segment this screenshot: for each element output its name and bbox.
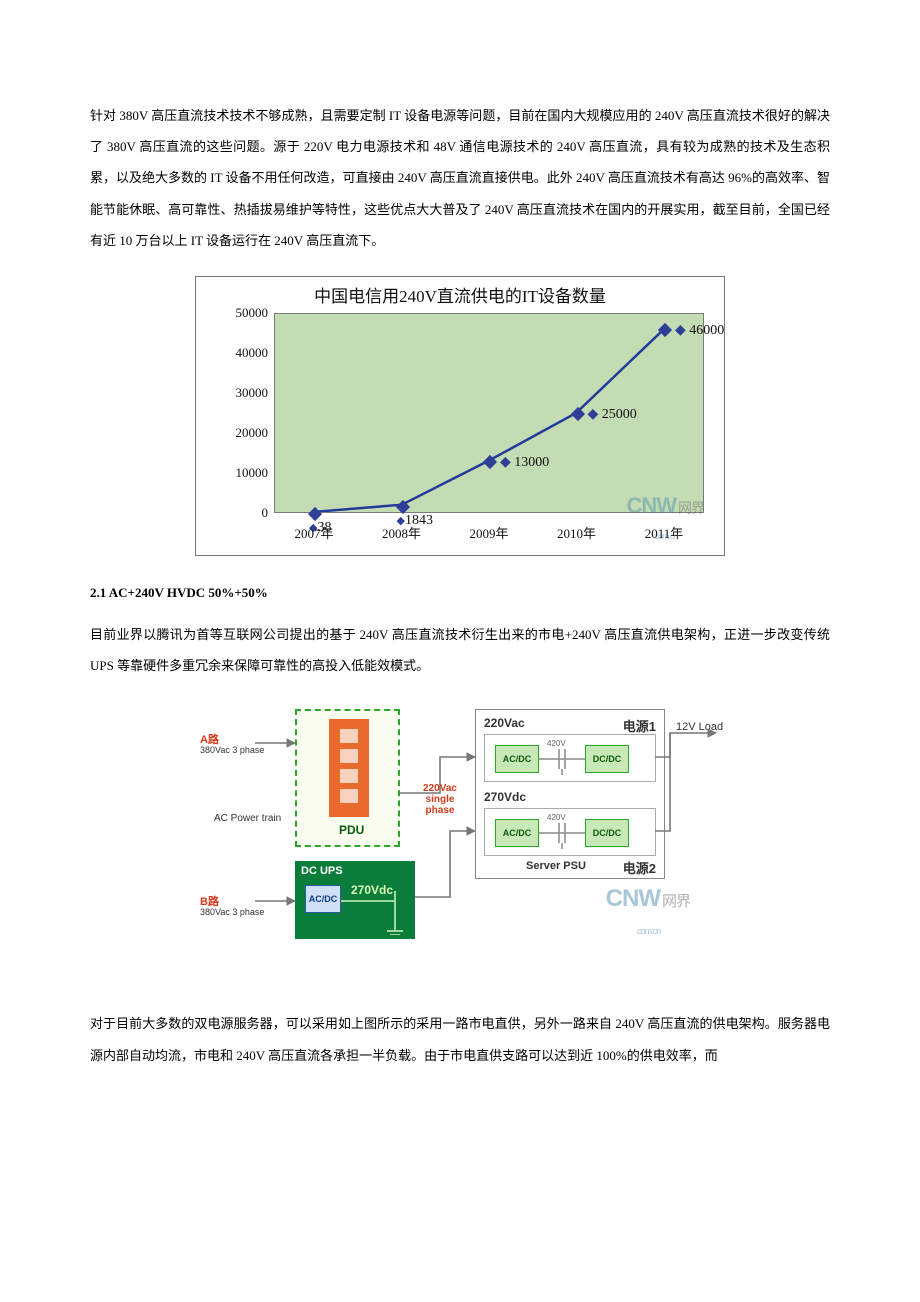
diagram-figure-wrap: A路 380Vac 3 phase PDU AC Power train 220… [90, 701, 830, 986]
chart-data-label: ◆ 25000 [588, 406, 637, 423]
chart-watermark: CNW网界 .com.cn [626, 493, 704, 545]
chart-title: 中国电信用240V直流供电的IT设备数量 [196, 282, 724, 307]
psu1-cap-svg [539, 749, 585, 775]
watermark-sub-2: .com.cn [636, 926, 661, 936]
psu2-inner: AC/DC 420V DC/DC [484, 808, 656, 856]
label-12v-load: 12V Load [676, 721, 723, 733]
psu2-dcdc: DC/DC [585, 819, 629, 847]
chart-figure-wrap: 中国电信用240V直流供电的IT设备数量 ◆38◆1843◆ 13000◆ 25… [90, 276, 830, 561]
paragraph-intro: 针对 380V 高压直流技术技术不够成熟，且需要定制 IT 设备电源等问题，目前… [90, 100, 830, 256]
label-dc-ups: DC UPS [301, 865, 409, 877]
label-psu1: 电源1 [623, 716, 656, 735]
psu2-acdc: AC/DC [495, 819, 539, 847]
psu1-inner: AC/DC 420V DC/DC [484, 734, 656, 782]
chart-y-axis: 01000020000300004000050000 [196, 313, 272, 513]
label-server-psu: Server PSU [526, 860, 586, 872]
paragraph-dual-psu: 对于目前大多数的双电源服务器，可以采用如上图所示的采用一路市电直供，另外一路来自… [90, 1008, 830, 1070]
label-a-phase: 380Vac 3 phase [200, 745, 264, 755]
chart-y-tick-label: 20000 [236, 425, 269, 441]
chart-plot-area: ◆38◆1843◆ 13000◆ 25000◆ 46000 [274, 313, 704, 513]
label-pdu: PDU [339, 823, 364, 837]
chart-y-tick-label: 30000 [236, 385, 269, 401]
watermark-logo-2: CNW [606, 885, 660, 912]
chart-data-label: ◆ 46000 [675, 322, 724, 339]
chart-y-tick-label: 0 [262, 505, 269, 521]
watermark-sub: .com.cn [653, 531, 678, 541]
chart-y-tick-label: 50000 [236, 305, 269, 321]
line-chart-240v-devices: 中国电信用240V直流供电的IT设备数量 ◆38◆1843◆ 13000◆ 25… [195, 276, 725, 556]
chart-x-tick-label: 2008年 [382, 523, 421, 542]
chart-y-tick-label: 10000 [236, 465, 269, 481]
chart-y-tick-label: 40000 [236, 345, 269, 361]
label-psu2: 电源2 [623, 858, 656, 877]
dc-ups-block: DC UPS AC/DC 270Vdc [295, 861, 415, 939]
watermark-cn-2: 网界 [662, 893, 690, 910]
dc-ups-wire-svg [341, 891, 409, 935]
psu2-midv: 420V [547, 813, 566, 822]
chart-x-tick-label: 2009年 [469, 523, 508, 542]
label-b-phase: 380Vac 3 phase [200, 907, 264, 917]
label-psu-220: 220Vac [484, 716, 525, 730]
chart-line-svg [275, 314, 703, 512]
psu1-acdc: AC/DC [495, 745, 539, 773]
ac-power-train-box: PDU [295, 709, 400, 847]
pdu-block [329, 719, 369, 817]
paragraph-architecture: 目前业界以腾讯为首等互联网公司提出的基于 240V 高压直流技术衍生出来的市电+… [90, 619, 830, 681]
chart-x-tick-label: 2007年 [294, 523, 333, 542]
chart-x-tick-label: 2010年 [557, 523, 596, 542]
watermark-logo: CNW [626, 493, 676, 518]
section-heading-2-1: 2.1 AC+240V HVDC 50%+50% [90, 585, 830, 601]
psu1-dcdc: DC/DC [585, 745, 629, 773]
psu1-midv: 420V [547, 739, 566, 748]
label-single-phase: 220Vac single phase [410, 783, 470, 816]
chart-data-label: ◆ 13000 [500, 454, 549, 471]
psu2-cap-svg [539, 823, 585, 849]
label-ac-power-train: AC Power train [214, 813, 281, 824]
server-psu-box: 220Vac 电源1 AC/DC 420V DC/DC 270Vdc AC/DC… [475, 709, 665, 879]
diagram-watermark: CNW网界 .com.cn [606, 885, 690, 941]
power-architecture-diagram: A路 380Vac 3 phase PDU AC Power train 220… [200, 701, 720, 981]
label-psu-270: 270Vdc [484, 790, 526, 804]
dc-ups-acdc: AC/DC [305, 885, 341, 913]
watermark-cn: 网界 [678, 500, 704, 516]
